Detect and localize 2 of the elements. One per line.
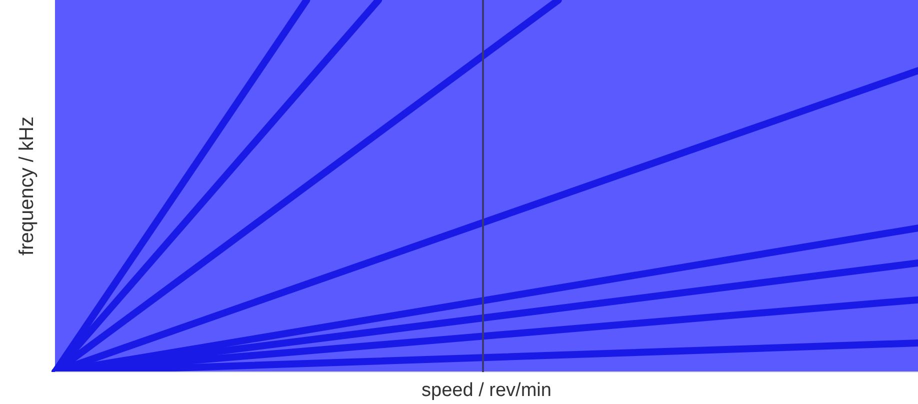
x-axis-title: speed / rev/min	[422, 380, 552, 401]
y-axis-title: frequency / kHz	[16, 116, 38, 256]
